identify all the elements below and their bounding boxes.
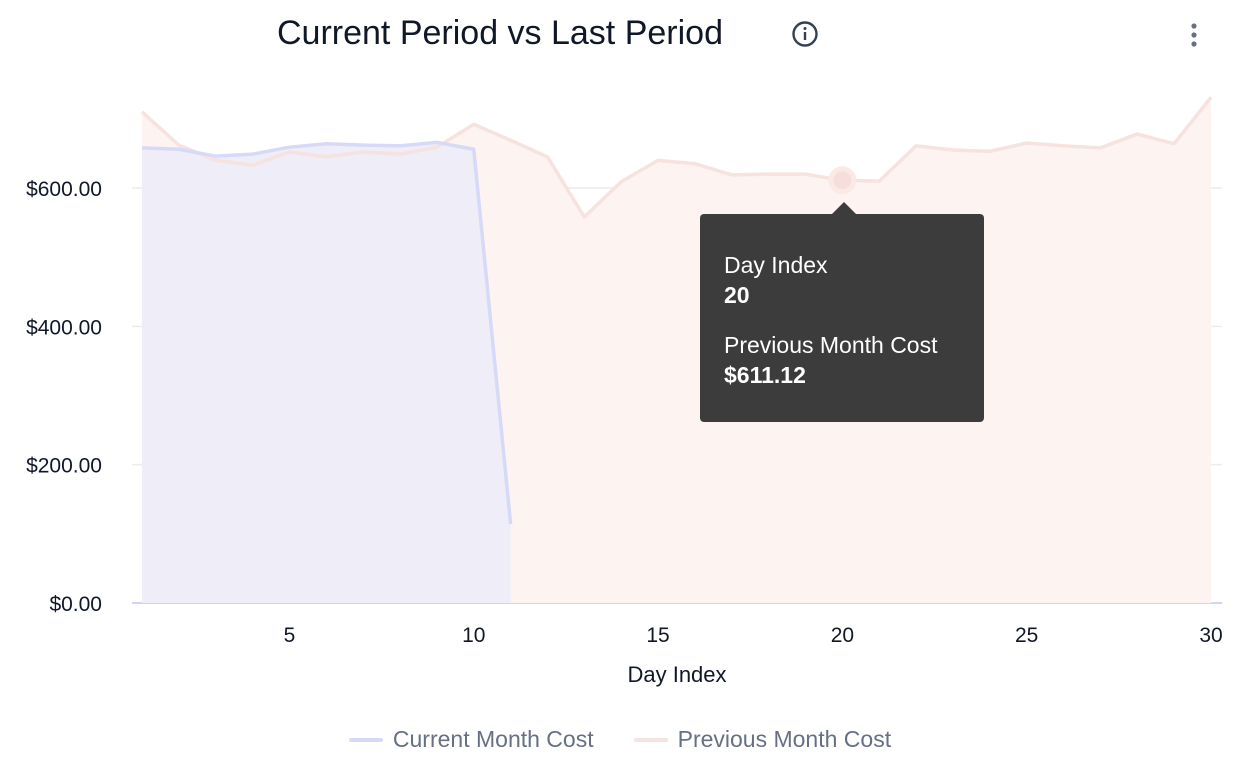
legend: Current Month Cost Previous Month Cost <box>0 726 1240 753</box>
line-previous <box>140 96 1213 219</box>
legend-item-previous[interactable]: Previous Month Cost <box>633 726 892 753</box>
y-tick-label: $600.00 <box>26 178 102 201</box>
tooltip-series-value: $611.12 <box>724 362 806 388</box>
legend-label: Previous Month Cost <box>677 726 892 752</box>
x-tick-label: 15 <box>646 624 669 647</box>
x-tick-label: 20 <box>831 624 854 647</box>
y-tick-label: $0.00 <box>49 593 102 616</box>
tooltip-series-label: Previous Month Cost <box>724 332 938 358</box>
info-circle-icon[interactable] <box>792 21 818 47</box>
tooltip-x-label: Day Index <box>724 252 828 278</box>
y-tick-label: $400.00 <box>26 316 102 339</box>
legend-swatch <box>633 737 668 742</box>
legend-item-current[interactable]: Current Month Cost <box>348 726 594 753</box>
chart-title: Current Period vs Last Period <box>277 14 723 52</box>
x-axis-label: Day Index <box>627 662 726 687</box>
x-tick-label: 25 <box>1015 624 1038 647</box>
tooltip: Day Index 20 Previous Month Cost $611.12 <box>700 202 984 422</box>
x-tick-label: 10 <box>462 624 485 647</box>
legend-swatch <box>348 737 383 742</box>
x-tick-label: 30 <box>1199 624 1222 647</box>
legend-label: Current Month Cost <box>392 726 594 752</box>
kebab-menu-icon[interactable] <box>1180 20 1208 50</box>
tooltip-x-value: 20 <box>724 282 750 308</box>
line-current <box>141 140 513 525</box>
y-tick-label: $200.00 <box>26 455 102 478</box>
hover-point <box>833 171 852 190</box>
area-current <box>142 142 511 603</box>
x-tick-label: 5 <box>284 624 296 647</box>
